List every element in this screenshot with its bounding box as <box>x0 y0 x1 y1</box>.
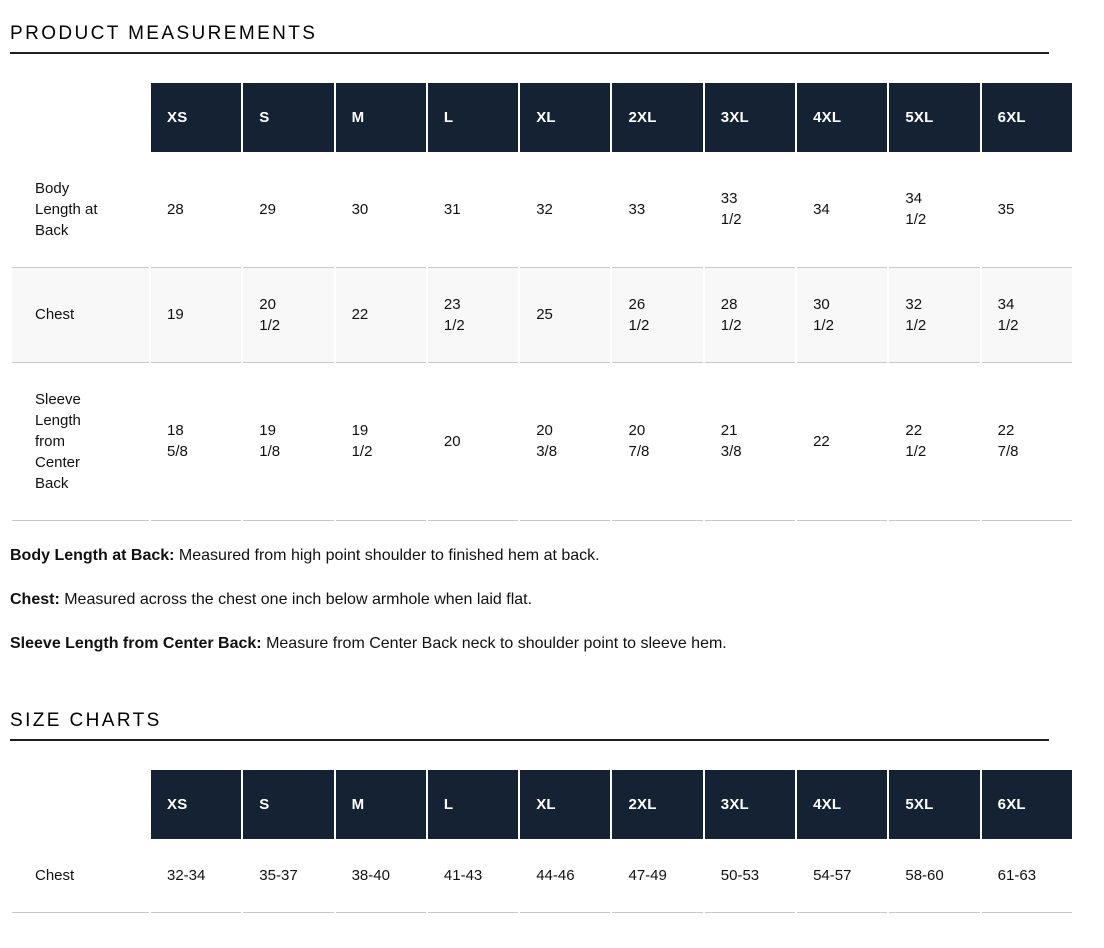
definition-text: Measure from Center Back neck to shoulde… <box>261 634 727 652</box>
table-cell: 22 <box>797 363 888 521</box>
table-cell: 20 7/8 <box>612 363 703 521</box>
table-cell: 22 <box>335 268 426 363</box>
column-header-xs: XS <box>151 769 242 839</box>
table-cell: 34 <box>797 152 888 268</box>
table-cell: 30 <box>335 152 426 268</box>
column-header-s: S <box>243 82 334 152</box>
column-header-2xl: 2XL <box>612 769 703 839</box>
column-header-m: M <box>335 769 426 839</box>
column-header-xl: XL <box>520 82 611 152</box>
column-header-3xl: 3XL <box>704 82 796 152</box>
column-header-4xl: 4XL <box>797 82 888 152</box>
table-cell: 32 <box>520 152 611 268</box>
column-header-3xl: 3XL <box>704 769 796 839</box>
table-cell: 41-43 <box>427 839 519 913</box>
table-cell: 50-53 <box>704 839 796 913</box>
column-header-5xl: 5XL <box>889 769 980 839</box>
table-cell: 30 1/2 <box>797 268 888 363</box>
corner-cell <box>12 83 149 152</box>
column-header-s: S <box>243 769 334 839</box>
row-label: Chest <box>12 839 149 913</box>
definition-chest: Chest: Measured across the chest one inc… <box>10 589 1094 610</box>
row-label: Chest <box>12 268 149 363</box>
table-cell: 35-37 <box>243 839 334 913</box>
table-cell: 32-34 <box>151 839 242 913</box>
table-cell: 19 1/2 <box>335 363 426 521</box>
measurement-definitions: Body Length at Back: Measured from high … <box>10 545 1094 654</box>
product-measurements-table: XS S M L XL 2XL 3XL 4XL 5XL 6XL Body Length at Ba… <box>10 82 1074 521</box>
table-cell: 23 1/2 <box>427 268 519 363</box>
table-row: Chest 32-34 35-37 38-40 41-43 44-46 47-49 50-53… <box>12 839 1072 913</box>
row-label: Body Length at Back <box>12 152 149 268</box>
table-cell: 34 1/2 <box>889 152 980 268</box>
table-cell: 61-63 <box>981 839 1072 913</box>
product-measurements-title: PRODUCT MEASUREMENTS <box>10 23 1049 54</box>
table-cell: 58-60 <box>889 839 980 913</box>
table-cell: 28 1/2 <box>704 268 796 363</box>
table-cell: 29 <box>243 152 334 268</box>
table-cell: 35 <box>981 152 1072 268</box>
table-cell: 20 <box>427 363 519 521</box>
definition-text: Measured across the chest one inch below… <box>59 590 533 608</box>
row-label: Sleeve Length from Center Back <box>12 363 149 521</box>
definition-body-length: Body Length at Back: Measured from high … <box>10 545 1094 566</box>
table-cell: 34 1/2 <box>981 268 1072 363</box>
table-cell: 25 <box>520 268 611 363</box>
table-cell: 19 <box>151 268 242 363</box>
header-row: XS S M L XL 2XL 3XL 4XL 5XL 6XL <box>12 769 1072 839</box>
table-cell: 28 <box>151 152 242 268</box>
column-header-5xl: 5XL <box>889 82 980 152</box>
table-cell: 19 1/8 <box>243 363 334 521</box>
column-header-4xl: 4XL <box>797 769 888 839</box>
table-row: Chest 19 20 1/2 22 23 1/2 25 26 1/2 28 1/2 30 1/… <box>12 267 1072 363</box>
header-row: XS S M L XL 2XL 3XL 4XL 5XL 6XL <box>12 82 1072 152</box>
definition-term: Sleeve Length from Center Back: <box>10 634 262 652</box>
table-cell: 33 <box>612 152 703 268</box>
table-cell: 22 7/8 <box>981 363 1072 521</box>
table-cell: 44-46 <box>520 839 611 913</box>
size-charts-title: SIZE CHARTS <box>10 710 1049 741</box>
corner-cell <box>12 770 149 839</box>
column-header-l: L <box>427 82 519 152</box>
column-header-m: M <box>335 82 426 152</box>
definition-term: Chest: <box>10 590 60 608</box>
table-cell: 38-40 <box>335 839 426 913</box>
table-cell: 26 1/2 <box>612 268 703 363</box>
column-header-xs: XS <box>151 82 242 152</box>
table-cell: 33 1/2 <box>704 152 796 268</box>
column-header-6xl: 6XL <box>981 82 1072 152</box>
definition-term: Body Length at Back: <box>10 546 175 564</box>
table-cell: 21 3/8 <box>704 363 796 521</box>
table-cell: 54-57 <box>797 839 888 913</box>
table-cell: 31 <box>427 152 519 268</box>
column-header-l: L <box>427 769 519 839</box>
definition-sleeve-length: Sleeve Length from Center Back: Measure … <box>10 633 1094 654</box>
table-cell: 18 5/8 <box>151 363 242 521</box>
table-row: Body Length at Back 28 29 30 31 32 33 33 1/2 34 3… <box>12 152 1072 268</box>
column-header-xl: XL <box>520 769 611 839</box>
table-cell: 20 3/8 <box>520 363 611 521</box>
table-cell: 22 1/2 <box>889 363 980 521</box>
table-cell: 32 1/2 <box>889 268 980 363</box>
table-row: Sleeve Length from Center Back 18 5/8 19 1… <box>12 363 1072 521</box>
table-cell: 47-49 <box>612 839 703 913</box>
definition-text: Measured from high point shoulder to fin… <box>174 546 600 564</box>
table-cell: 20 1/2 <box>243 268 334 363</box>
column-header-6xl: 6XL <box>981 769 1072 839</box>
size-chart-table: XS S M L XL 2XL 3XL 4XL 5XL 6XL Chest 32-34 35-37 38… <box>10 769 1074 913</box>
column-header-2xl: 2XL <box>612 82 703 152</box>
